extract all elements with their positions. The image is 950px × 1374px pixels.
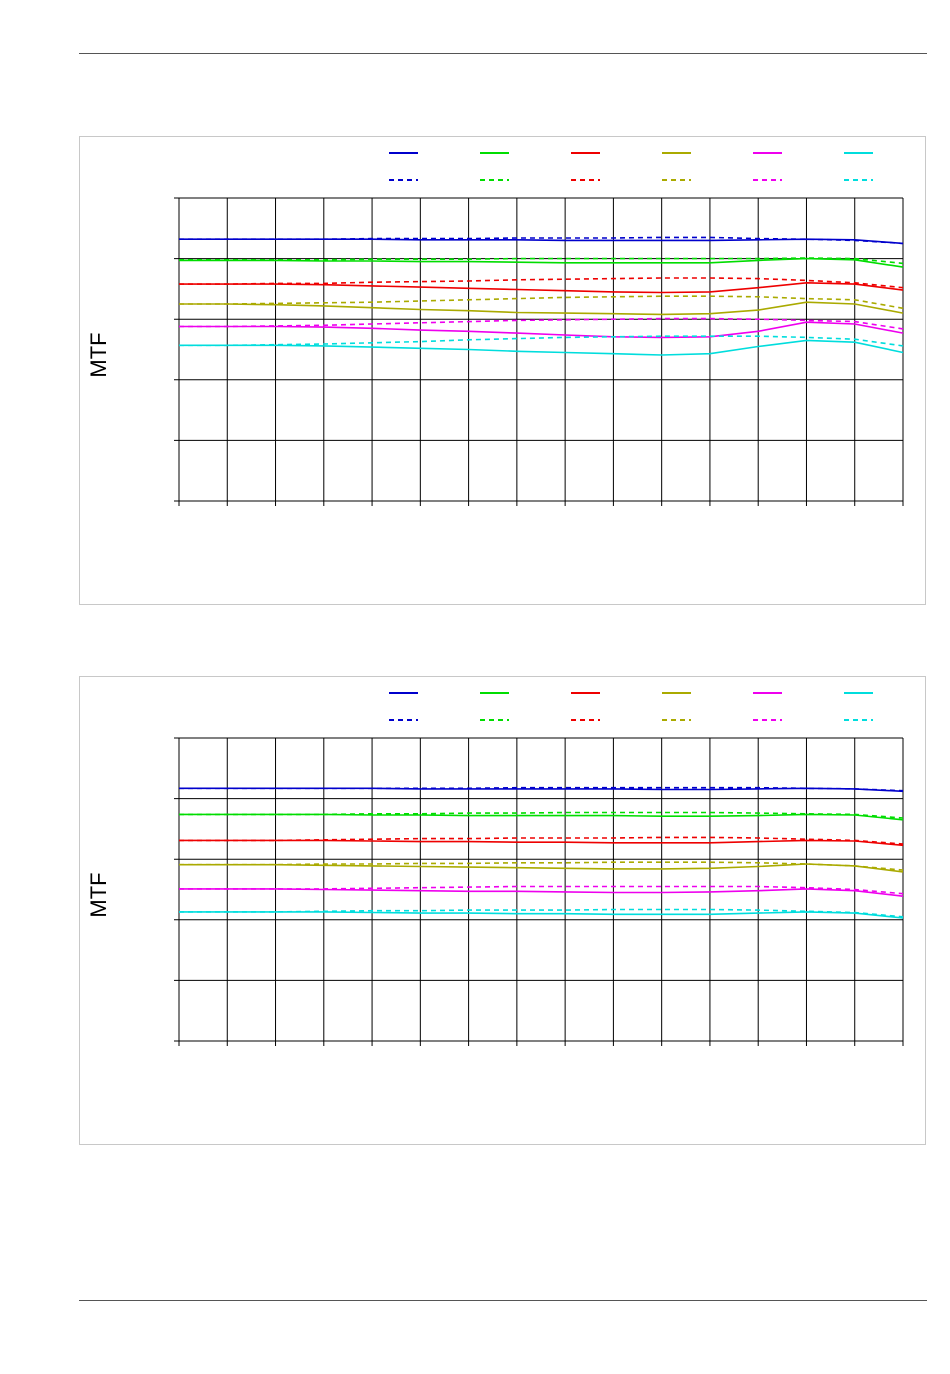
series-line-dashed [179, 335, 904, 347]
header-rule [79, 53, 927, 54]
series-line-dashed [179, 277, 904, 289]
series-line-solid [179, 839, 904, 847]
chart-legend [389, 152, 873, 181]
y-axis-label: MTF [86, 872, 111, 917]
series-line-dashed [179, 317, 904, 330]
mtf-chart-1-svg: MTF [86, 152, 904, 506]
series-line-solid [179, 281, 904, 294]
series-line-dashed [179, 786, 904, 792]
series-line-solid [179, 888, 904, 897]
series-line-dashed [179, 908, 904, 918]
series-line-dashed [179, 257, 904, 265]
series-line-solid [179, 911, 904, 919]
series-line-dashed [179, 811, 904, 819]
series-line-solid [179, 301, 904, 316]
mtf-chart-2: MTF [79, 676, 926, 1145]
footer-rule [79, 1300, 927, 1301]
series-line-dashed [179, 236, 904, 245]
series-line-solid [179, 813, 904, 821]
y-axis-label: MTF [86, 332, 111, 377]
series-line-dashed [179, 295, 904, 310]
series-line-solid [179, 339, 904, 356]
chart-series [179, 236, 904, 356]
mtf-chart-1: MTF [79, 136, 926, 605]
mtf-chart-2-svg: MTF [86, 692, 904, 1046]
series-line-dashed [179, 836, 904, 845]
chart-legend [389, 692, 873, 721]
series-line-solid [179, 321, 904, 339]
chart-series [179, 786, 904, 919]
chart-grid [174, 197, 904, 506]
series-line-dashed [179, 861, 904, 871]
series-line-dashed [179, 885, 904, 895]
series-line-solid [179, 257, 904, 268]
